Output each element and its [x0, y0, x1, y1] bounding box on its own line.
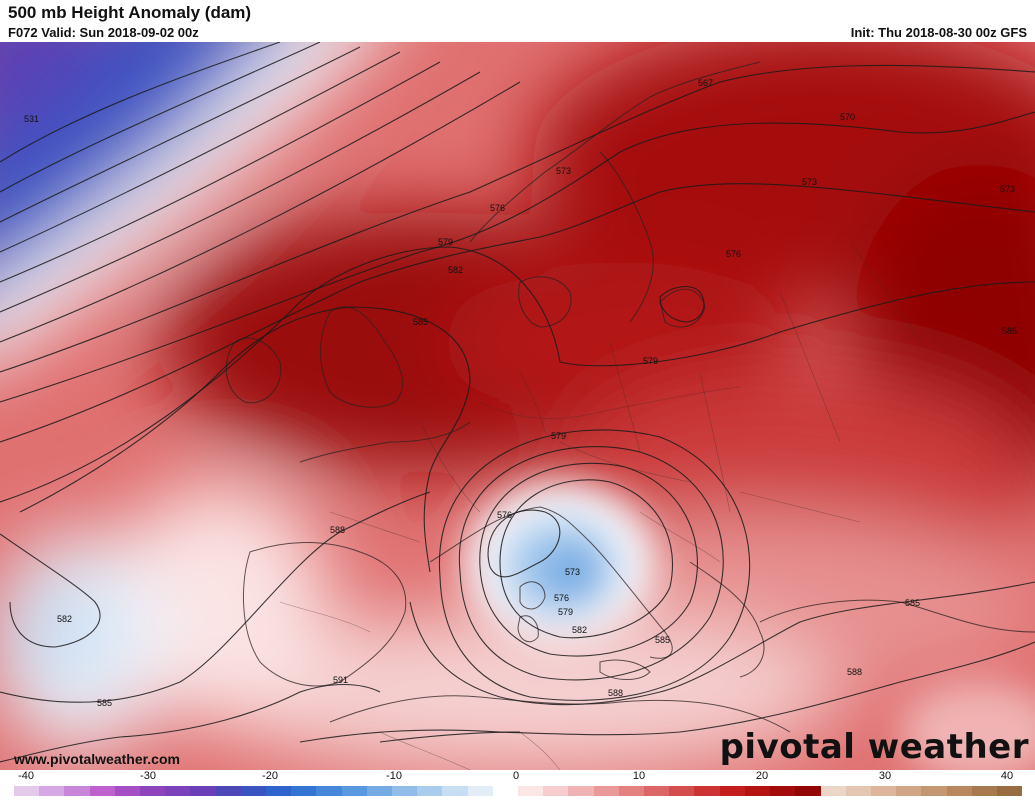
colorbar-tick: -20 [262, 770, 278, 782]
colorbar-swatch [316, 786, 342, 796]
colorbar-swatch [14, 786, 40, 796]
colorbar-swatch [240, 786, 267, 796]
colorbar-swatch [291, 786, 317, 796]
contour-label: 582 [572, 625, 587, 635]
colorbar-swatch [442, 786, 468, 796]
contour-label: 576 [497, 510, 512, 520]
coastlines [225, 61, 1035, 733]
colorbar-swatch [64, 786, 90, 796]
valid-time-label: F072 Valid: Sun 2018-09-02 00z [8, 25, 199, 40]
colorbar-swatch [492, 786, 519, 796]
contour-label: 531 [24, 114, 39, 124]
colorbar-swatch [618, 786, 645, 796]
contour-label: 588 [847, 667, 862, 677]
colorbar-tick: -10 [386, 770, 402, 782]
colorbar-swatch [467, 786, 493, 796]
colorbar-swatch [89, 786, 115, 796]
colorbar-swatch [971, 786, 997, 796]
colorbar-swatch [266, 786, 292, 796]
contour-label: 579 [551, 431, 566, 441]
contour-label: 573 [802, 177, 817, 187]
contour-label: 573 [565, 567, 580, 577]
anomaly-map-svg: 531 567 570 573 573 573 573 576 576 576 … [0, 42, 1035, 770]
colorbar-swatch [946, 786, 972, 796]
colorbar-tick: 40 [1000, 770, 1014, 782]
colorbar-tick: -30 [140, 770, 156, 782]
colorbar-swatch [593, 786, 619, 796]
colorbar-swatch [568, 786, 594, 796]
contour-label: 579 [438, 237, 453, 247]
contour-label: 573 [556, 166, 571, 176]
colorbar-swatch [896, 786, 922, 796]
colorbar-swatch [694, 786, 720, 796]
pivotal-weather-logo: pivotal weather [719, 727, 1029, 767]
colorbar [14, 786, 1023, 796]
contour-label: 576 [490, 203, 505, 213]
colorbar-swatch [518, 786, 544, 796]
colorbar-swatch [795, 786, 821, 796]
colorbar-swatch [543, 786, 569, 796]
contour-label: 585 [905, 598, 920, 608]
contour-label: 588 [608, 688, 623, 698]
colorbar-tick: 10 [632, 770, 646, 782]
colorbar-swatch [190, 786, 216, 796]
contour-label: 573 [1000, 184, 1015, 194]
contour-label: 582 [57, 614, 72, 624]
colorbar-swatch [770, 786, 796, 796]
colorbar-swatch [341, 786, 367, 796]
contour-label: 579 [558, 607, 573, 617]
colorbar-tick: 30 [878, 770, 892, 782]
colorbar-tick-labels: -40 -30 -20 -10 0 10 20 30 40 [0, 770, 1035, 784]
height-contours [0, 42, 1035, 763]
contour-label: 585 [97, 698, 112, 708]
chart-title: 500 mb Height Anomaly (dam) [8, 3, 252, 22]
colorbar-swatch [870, 786, 897, 796]
colorbar-swatch [921, 786, 947, 796]
colorbar-swatch [366, 786, 393, 796]
contour-label: 570 [840, 112, 855, 122]
contour-labels: 531 567 570 573 573 573 573 576 576 576 … [24, 78, 1017, 708]
colorbar-swatch [996, 786, 1023, 796]
website-url: www.pivotalweather.com [14, 751, 180, 767]
colorbar-swatch [845, 786, 871, 796]
contour-label: 588 [330, 525, 345, 535]
colorbar-swatch [669, 786, 695, 796]
colorbar-swatch [165, 786, 191, 796]
colorbar-swatch [140, 786, 166, 796]
contour-label: 582 [448, 265, 463, 275]
contour-label: 567 [698, 78, 713, 88]
anomaly-shading [0, 42, 1035, 770]
colorbar-tick: 0 [512, 770, 520, 782]
colorbar-swatch [39, 786, 65, 796]
colorbar-tick: -40 [18, 770, 34, 782]
colorbar-tick: 20 [755, 770, 769, 782]
contour-label: 579 [643, 356, 658, 366]
contour-label: 576 [554, 593, 569, 603]
colorbar-swatch [644, 786, 670, 796]
contour-label: 585 [1002, 326, 1017, 336]
colorbar-swatch [417, 786, 443, 796]
colorbar-swatch [820, 786, 846, 796]
init-time-label: Init: Thu 2018-08-30 00z GFS [850, 25, 1027, 40]
colorbar-swatch [719, 786, 745, 796]
contour-label: 576 [726, 249, 741, 259]
colorbar-swatch [392, 786, 418, 796]
contour-label: 591 [333, 675, 348, 685]
colorbar-swatch [744, 786, 771, 796]
contour-label: 585 [655, 635, 670, 645]
chart-header: 500 mb Height Anomaly (dam) F072 Valid: … [0, 0, 1035, 42]
colorbar-swatch [114, 786, 141, 796]
anomaly-map: 531 567 570 573 573 573 573 576 576 576 … [0, 42, 1035, 770]
colorbar-swatch [215, 786, 241, 796]
contour-label: 585 [413, 317, 428, 327]
